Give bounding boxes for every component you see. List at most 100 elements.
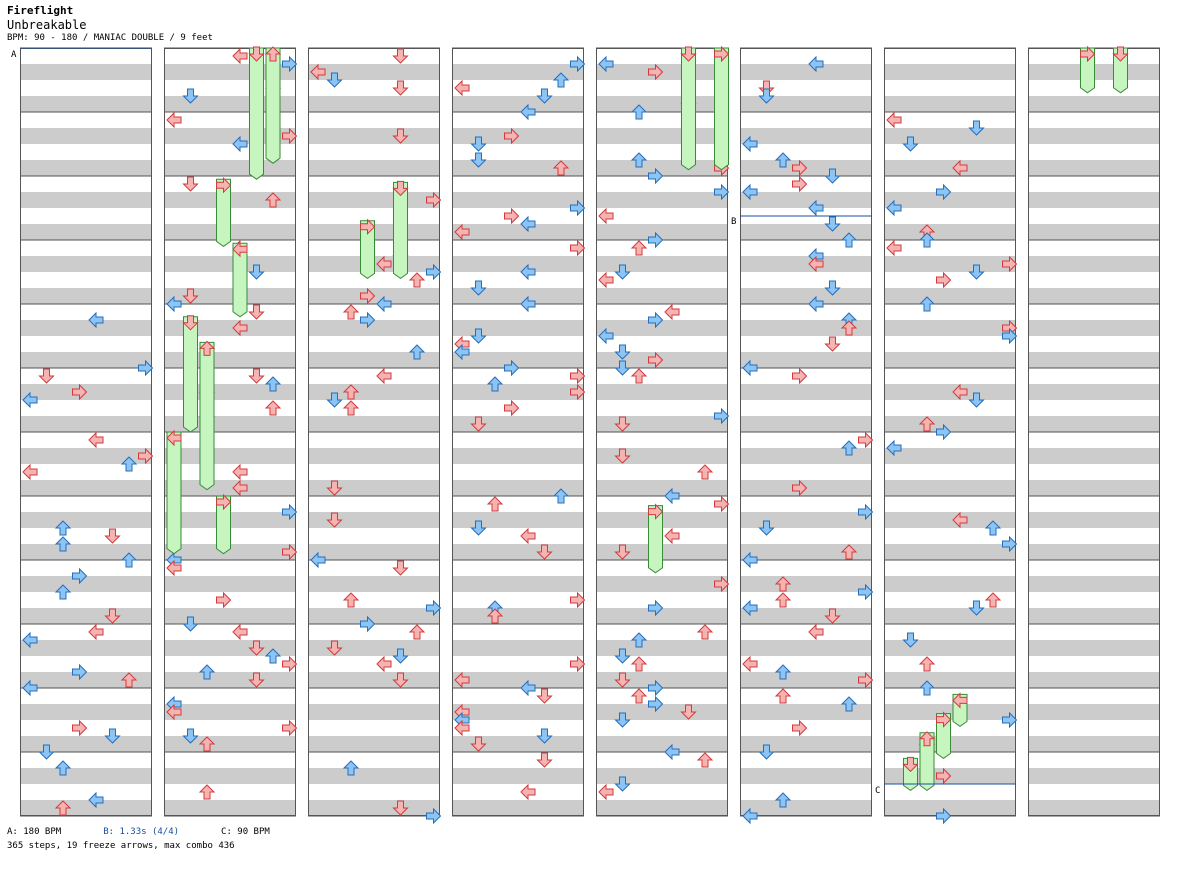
step-arrow (680, 46, 697, 62)
step-arrow (614, 544, 631, 560)
step-arrow (310, 551, 326, 569)
step-arrow (758, 88, 775, 104)
step-arrow (570, 55, 586, 73)
step-arrow (138, 359, 154, 377)
step-arrow (614, 448, 631, 464)
step-arrow (376, 295, 392, 313)
step-arrow (968, 392, 985, 408)
step-arrow (1080, 45, 1096, 63)
step-arrow (918, 656, 936, 672)
step-arrow (808, 623, 824, 641)
step-arrow (504, 359, 520, 377)
step-arrow (536, 688, 553, 704)
step-arrow (648, 63, 664, 81)
step-arrow (326, 640, 343, 656)
marker-c: C (875, 786, 880, 796)
step-arrow (886, 239, 902, 257)
step-arrow (166, 295, 182, 313)
step-arrow (968, 120, 985, 136)
step-arrow (630, 240, 648, 256)
step-arrow (54, 520, 72, 536)
chart-info: BPM: 90 - 180 / MANIAC DOUBLE / 9 feet (7, 33, 213, 43)
step-arrow (742, 183, 758, 201)
step-arrow (918, 296, 936, 312)
step-arrow (376, 655, 392, 673)
step-arrow (54, 760, 72, 776)
step-arrow (264, 46, 282, 62)
step-arrow (648, 167, 664, 185)
step-arrow (570, 199, 586, 217)
step-arrow (248, 46, 265, 62)
step-arrow (426, 263, 442, 281)
legend-bpm-c: C: 90 BPM (221, 827, 270, 837)
step-arrow (198, 736, 216, 752)
step-arrow (696, 752, 714, 768)
step-arrow (952, 159, 968, 177)
step-arrow (1002, 327, 1018, 345)
step-arrow (360, 615, 376, 633)
freeze-arrow (183, 316, 198, 433)
step-arrow (486, 496, 504, 512)
step-arrow (984, 592, 1002, 608)
step-arrow (774, 664, 792, 680)
step-arrow (824, 280, 841, 296)
step-arrow (614, 360, 631, 376)
step-arrow (504, 399, 520, 417)
step-chart: A B C (11, 45, 1160, 825)
step-arrow (88, 431, 104, 449)
freeze-arrow (216, 178, 231, 248)
step-arrow (742, 599, 758, 617)
step-arrow (774, 152, 792, 168)
step-arrow (248, 640, 265, 656)
step-arrow (918, 680, 936, 696)
step-arrow (552, 72, 570, 88)
freeze-arrow (1113, 47, 1128, 94)
step-arrow (714, 575, 730, 593)
step-arrow (918, 232, 936, 248)
step-arrow (520, 679, 536, 697)
step-arrow (264, 400, 282, 416)
freeze-arrow (648, 505, 663, 574)
step-arrow (326, 392, 343, 408)
step-arrow (808, 199, 824, 217)
step-arrow (696, 624, 714, 640)
step-arrow (808, 55, 824, 73)
step-arrow (326, 512, 343, 528)
step-arrow (54, 584, 72, 600)
step-arrow (182, 616, 199, 632)
step-arrow (166, 703, 182, 721)
step-arrow (840, 440, 858, 456)
step-arrow (232, 47, 248, 65)
step-arrow (88, 791, 104, 809)
step-arrow (792, 367, 808, 385)
step-arrow (104, 528, 121, 544)
freeze-arrow (249, 47, 264, 180)
step-arrow (454, 343, 470, 361)
step-arrow (282, 655, 298, 673)
step-arrow (824, 608, 841, 624)
chart-column (884, 47, 1016, 817)
step-arrow (774, 592, 792, 608)
step-arrow (630, 104, 648, 120)
step-arrow (824, 336, 841, 352)
step-arrow (714, 183, 730, 201)
step-arrow (216, 493, 232, 511)
step-arrow (182, 88, 199, 104)
step-arrow (520, 103, 536, 121)
step-arrow (570, 591, 586, 609)
step-arrow (792, 719, 808, 737)
step-arrow (264, 376, 282, 392)
step-arrow (392, 648, 409, 664)
freeze-arrow (681, 47, 696, 171)
freeze-arrow (265, 47, 281, 164)
chart-column (452, 47, 584, 817)
step-arrow (264, 192, 282, 208)
step-arrow (198, 340, 216, 356)
step-arrow (570, 239, 586, 257)
step-arrow (570, 655, 586, 673)
step-arrow (22, 463, 38, 481)
freeze-arrow (919, 732, 935, 792)
step-arrow (166, 111, 182, 129)
step-arrow (742, 807, 758, 825)
step-arrow (758, 744, 775, 760)
